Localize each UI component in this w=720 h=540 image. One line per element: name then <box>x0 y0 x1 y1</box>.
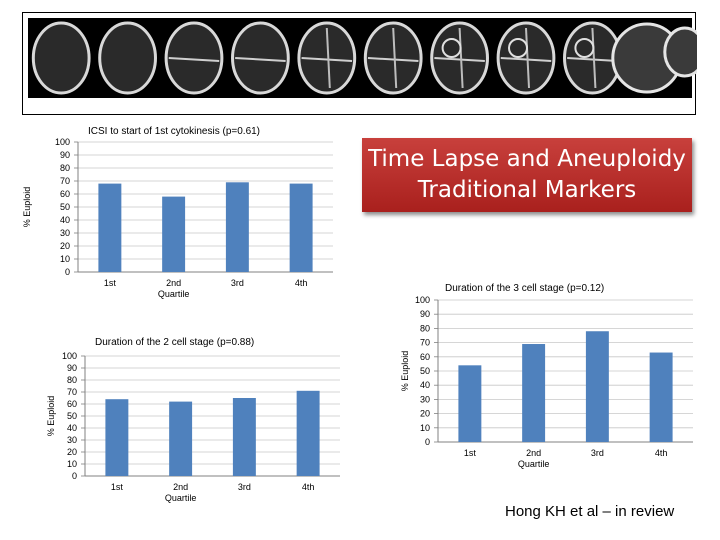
y-tick-label: 70 <box>420 338 430 348</box>
y-tick-label: 40 <box>60 215 70 225</box>
x-tick-label: 2nd <box>173 482 188 492</box>
y-tick-label: 0 <box>65 267 70 277</box>
x-axis-label: Quartile <box>518 459 550 469</box>
y-axis-label: % Euploid <box>46 396 56 437</box>
embryo-frame <box>164 21 224 95</box>
embryo-frame <box>297 21 357 95</box>
chart-title: ICSI to start of 1st cytokinesis (p=0.61… <box>88 126 260 137</box>
chart-svg: Duration of the 3 cell stage (p=0.12) 0 10… <box>400 283 693 469</box>
embryo-frame <box>611 22 697 94</box>
title-banner: Time Lapse and Aneuploidy Traditional Ma… <box>362 138 692 212</box>
x-tick-label: 1st <box>104 278 117 288</box>
y-tick-label: 60 <box>67 399 77 409</box>
y-tick-label: 20 <box>420 409 430 419</box>
embryo-frame <box>98 21 157 95</box>
chart-svg: ICSI to start of 1st cytokinesis (p=0.61… <box>22 126 333 299</box>
bar-4th <box>289 183 313 272</box>
embryo-frame <box>563 21 622 95</box>
embryo-frame <box>31 21 91 95</box>
y-tick-label: 100 <box>415 295 430 305</box>
x-tick-label: 4th <box>302 482 315 492</box>
y-tick-label: 30 <box>67 435 77 445</box>
y-tick-label: 60 <box>60 189 70 199</box>
y-tick-label: 90 <box>60 150 70 160</box>
bar-4th <box>649 352 673 442</box>
bar-3rd <box>225 182 249 272</box>
y-tick-label: 50 <box>60 202 70 212</box>
embryo-frame <box>231 21 290 95</box>
chart-title: Duration of the 3 cell stage (p=0.12) <box>445 283 604 294</box>
x-tick-label: 1st <box>464 448 477 458</box>
chart-3-cell-stage: Duration of the 3 cell stage (p=0.12) 0 10… <box>400 278 710 473</box>
bar-1st <box>458 365 482 442</box>
embryo-timelapse-image <box>28 18 697 98</box>
x-tick-label: 2nd <box>166 278 181 288</box>
embryo-frame <box>496 21 556 95</box>
y-tick-label: 50 <box>420 366 430 376</box>
y-tick-label: 20 <box>60 241 70 251</box>
y-tick-label: 70 <box>60 176 70 186</box>
y-tick-label: 80 <box>67 375 77 385</box>
bar-1st <box>98 183 122 272</box>
bar-3rd <box>232 398 256 476</box>
y-tick-label: 40 <box>420 380 430 390</box>
bar-4th <box>296 390 320 476</box>
y-tick-label: 70 <box>67 387 77 397</box>
y-tick-label: 0 <box>72 471 77 481</box>
bar-1st <box>105 399 129 476</box>
x-tick-label: 4th <box>655 448 668 458</box>
bar-2nd <box>522 344 546 442</box>
y-tick-label: 20 <box>67 447 77 457</box>
y-tick-label: 10 <box>67 459 77 469</box>
y-tick-label: 50 <box>67 411 77 421</box>
embryo-timelapse-strip <box>22 12 697 115</box>
bar-2nd <box>162 196 186 272</box>
y-tick-label: 90 <box>420 309 430 319</box>
y-tick-label: 100 <box>62 351 77 361</box>
y-axis-label: % Euploid <box>400 351 410 392</box>
x-tick-label: 3rd <box>231 278 244 288</box>
y-tick-label: 30 <box>60 228 70 238</box>
x-axis-label: Quartile <box>158 289 190 299</box>
bar-3rd <box>585 331 609 442</box>
x-axis-label: Quartile <box>165 493 197 503</box>
y-axis-label: % Euploid <box>22 187 32 228</box>
x-tick-label: 3rd <box>238 482 251 492</box>
chart-title: Duration of the 2 cell stage (p=0.88) <box>95 337 254 348</box>
x-tick-label: 3rd <box>591 448 604 458</box>
chart-icsi-to-cytokinesis: ICSI to start of 1st cytokinesis (p=0.61… <box>20 122 350 307</box>
title-line-2: Traditional Markers <box>417 177 637 203</box>
chart-svg: Duration of the 2 cell stage (p=0.88) 0 10… <box>46 337 340 503</box>
y-tick-label: 80 <box>420 323 430 333</box>
y-tick-label: 80 <box>60 163 70 173</box>
y-tick-label: 30 <box>420 394 430 404</box>
x-tick-label: 1st <box>111 482 124 492</box>
embryo-frame <box>363 21 423 95</box>
x-tick-label: 2nd <box>526 448 541 458</box>
y-tick-label: 100 <box>55 137 70 147</box>
embryo-frame <box>430 21 489 95</box>
citation-text: Hong KH et al – in review <box>505 503 675 520</box>
y-tick-label: 10 <box>60 254 70 264</box>
x-tick-label: 4th <box>295 278 308 288</box>
y-tick-label: 40 <box>67 423 77 433</box>
chart-2-cell-stage: Duration of the 2 cell stage (p=0.88) 0 10… <box>40 330 370 515</box>
title-line-1: Time Lapse and Aneuploidy <box>368 146 686 172</box>
y-tick-label: 10 <box>420 423 430 433</box>
y-tick-label: 60 <box>420 352 430 362</box>
bar-2nd <box>169 401 193 476</box>
y-tick-label: 0 <box>425 437 430 447</box>
y-tick-label: 90 <box>67 363 77 373</box>
